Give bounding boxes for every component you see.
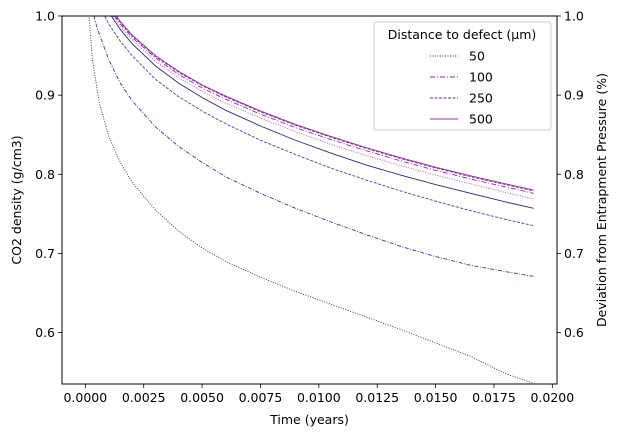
y-axis-label-left: CO2 density (g/cm3) (9, 135, 24, 264)
y-axis-label-right: Deviation from Entrapment Pressure (%) (594, 73, 609, 327)
y-axis-left: 0.6 0.7 0.8 0.9 1.0 (35, 9, 62, 340)
x-axis-label: Time (years) (269, 412, 349, 427)
legend: Distance to defect (µm) 50 100 250 500 (373, 21, 552, 131)
y-tick-label-left: 0.7 (35, 246, 55, 261)
x-axis: 0.0000 0.0025 0.0050 0.0075 0.0100 0.0125 0.01… (63, 384, 574, 405)
x-tick-label: 0.0200 (530, 390, 574, 405)
x-tick-label: 0.0175 (472, 390, 516, 405)
legend-label: 250 (469, 91, 493, 106)
y-tick-label-left: 0.9 (35, 88, 55, 103)
legend-label: 100 (469, 70, 493, 85)
series-line-5 (112, 16, 534, 200)
legend-title: Distance to defect (µm) (388, 27, 537, 42)
series-line-4 (110, 16, 534, 209)
x-tick-label: 0.0150 (414, 390, 458, 405)
y-axis-right: 0.6 0.7 0.8 0.9 1.0 (557, 9, 584, 340)
legend-box (373, 21, 552, 131)
series-line-3 (104, 16, 534, 227)
series-line-6 (113, 16, 534, 194)
y-tick-label-right: 1.0 (564, 9, 584, 24)
y-tick-label-right: 0.6 (564, 325, 584, 340)
series-line-1 (88, 16, 534, 384)
y-tick-label-right: 0.7 (564, 246, 584, 261)
series-layer (88, 16, 534, 384)
x-tick-label: 0.0000 (63, 390, 107, 405)
y-tick-label-left: 0.6 (35, 325, 55, 340)
series-line-7 (115, 16, 534, 192)
y-tick-label-right: 0.8 (564, 167, 584, 182)
y-tick-label-left: 0.8 (35, 167, 55, 182)
legend-label: 50 (469, 49, 485, 64)
series-line-8 (115, 16, 534, 191)
y-tick-label-right: 0.9 (564, 88, 584, 103)
plot-frame (61, 15, 558, 385)
legend-entries: 50 100 250 500 (430, 49, 493, 127)
y-tick-label-left: 1.0 (35, 9, 55, 24)
legend-label: 500 (469, 112, 493, 127)
x-tick-label: 0.0025 (122, 390, 166, 405)
x-tick-label: 0.0050 (180, 390, 224, 405)
x-tick-label: 0.0125 (355, 390, 399, 405)
x-tick-label: 0.0075 (239, 390, 283, 405)
series-line-2 (93, 16, 534, 277)
x-tick-label: 0.0100 (297, 390, 341, 405)
